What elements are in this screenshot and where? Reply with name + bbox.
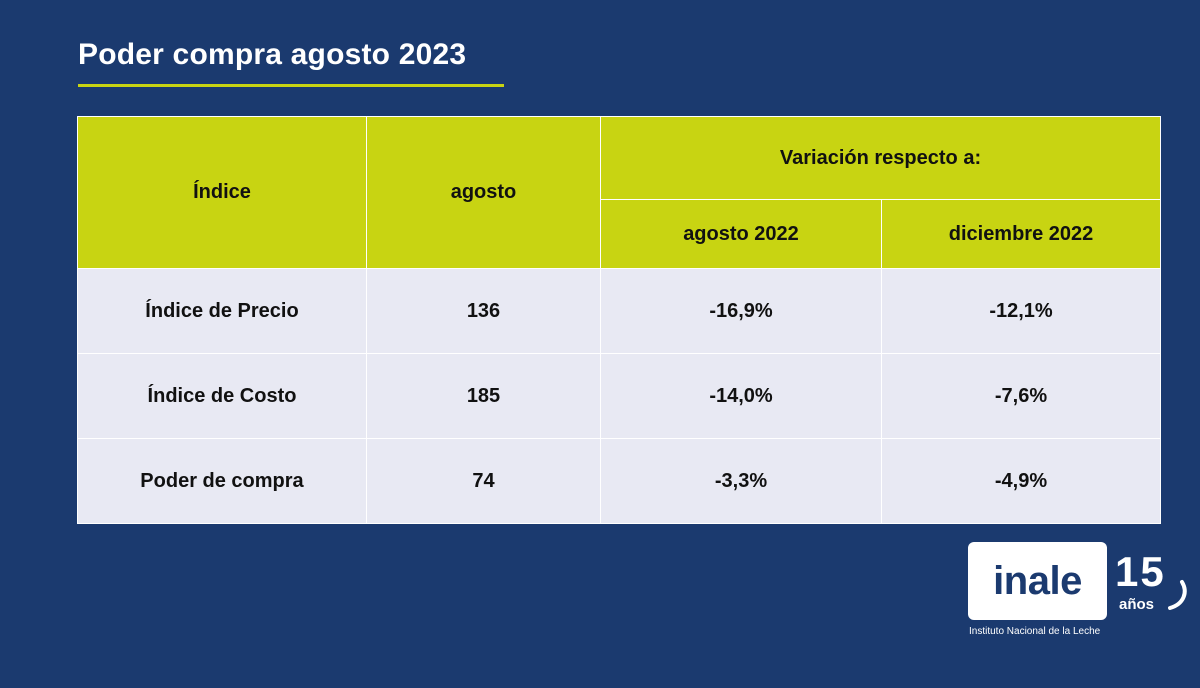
- header-indice: Índice: [77, 116, 367, 269]
- header-row: Índice agosto Variación respecto a:: [77, 116, 1162, 269]
- cell-indice: Índice de Costo: [77, 353, 367, 439]
- table-row: Poder de compra 74 -3,3% -4,9%: [77, 438, 1162, 524]
- anniversary-number: 15: [1115, 548, 1166, 595]
- header-agosto-2022: agosto 2022: [600, 199, 882, 269]
- title-underline: [78, 84, 504, 87]
- cell-var-agosto-2022: -16,9%: [600, 268, 882, 354]
- logo-caption: Instituto Nacional de la Leche: [969, 626, 1101, 637]
- anniversary-arc-icon: [1168, 580, 1187, 610]
- cell-agosto: 74: [366, 438, 601, 524]
- cell-var-agosto-2022: -3,3%: [600, 438, 882, 524]
- header-variation-group: Variación respecto a:: [599, 116, 1162, 200]
- data-table: Índice agosto Variación respecto a: agos…: [77, 116, 1162, 524]
- cell-indice: Índice de Precio: [77, 268, 367, 354]
- cell-var-diciembre-2022: -12,1%: [880, 268, 1162, 354]
- cell-var-diciembre-2022: -7,6%: [880, 353, 1162, 439]
- cell-var-agosto-2022: -14,0%: [600, 353, 882, 439]
- cell-agosto: 136: [366, 268, 601, 354]
- cell-indice: Poder de compra: [77, 438, 367, 524]
- anniversary-word: años: [1119, 596, 1155, 613]
- logo-text: inale: [993, 558, 1082, 603]
- cell-agosto: 185: [366, 353, 601, 439]
- cell-var-diciembre-2022: -4,9%: [880, 438, 1162, 524]
- table-row: Índice de Precio 136 -16,9% -12,1%: [77, 268, 1162, 354]
- table-row: Índice de Costo 185 -14,0% -7,6%: [77, 353, 1162, 439]
- header-agosto: agosto: [366, 116, 601, 269]
- inale-logo: inale: [968, 542, 1107, 620]
- page-title: Poder compra agosto 2023: [78, 38, 467, 71]
- header-subrow: agosto 2022 diciembre 2022: [78, 199, 1162, 269]
- header-diciembre-2022: diciembre 2022: [880, 199, 1162, 269]
